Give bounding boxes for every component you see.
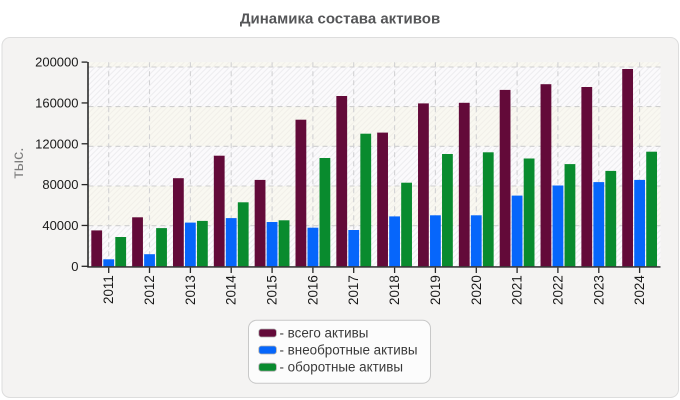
- svg-text:- всего активы: - всего активы: [280, 326, 369, 341]
- svg-text:200000: 200000: [35, 55, 78, 70]
- svg-text:2012: 2012: [142, 275, 157, 305]
- svg-text:2020: 2020: [469, 275, 484, 305]
- svg-text:2011: 2011: [101, 275, 116, 304]
- svg-text:Динамика состава активов: Динамика состава активов: [240, 11, 440, 28]
- svg-text:2017: 2017: [346, 275, 361, 305]
- svg-text:2023: 2023: [591, 275, 606, 305]
- svg-text:2019: 2019: [428, 275, 443, 305]
- svg-text:2013: 2013: [183, 275, 198, 305]
- svg-text:0: 0: [71, 259, 78, 274]
- svg-text:2014: 2014: [224, 275, 239, 305]
- svg-text:2021: 2021: [510, 275, 525, 305]
- svg-text:2024: 2024: [632, 275, 647, 305]
- svg-text:- оборотные активы: - оборотные активы: [280, 360, 403, 375]
- svg-text:2018: 2018: [387, 275, 402, 305]
- svg-text:- внеобротные активы: - внеобротные активы: [280, 343, 418, 358]
- svg-text:2022: 2022: [550, 275, 565, 305]
- svg-text:2015: 2015: [265, 275, 280, 305]
- svg-text:160000: 160000: [35, 95, 78, 110]
- svg-text:тыс.: тыс.: [10, 147, 27, 178]
- svg-text:120000: 120000: [35, 136, 78, 151]
- svg-text:40000: 40000: [42, 218, 78, 233]
- svg-text:80000: 80000: [42, 177, 78, 192]
- svg-text:2016: 2016: [305, 275, 320, 305]
